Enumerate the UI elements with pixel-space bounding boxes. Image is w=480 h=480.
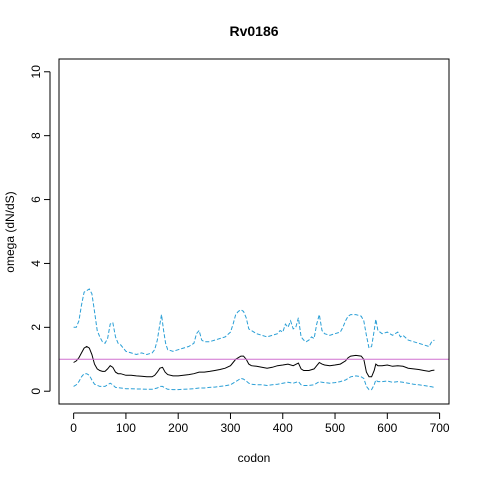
y-tick-label: 2 xyxy=(29,324,43,331)
chart-title: Rv0186 xyxy=(229,23,278,39)
x-tick-label: 300 xyxy=(220,421,240,435)
x-axis-label: codon xyxy=(238,451,271,465)
x-tick-label: 600 xyxy=(377,421,397,435)
plot-area xyxy=(59,288,449,391)
y-tick-label: 6 xyxy=(29,196,43,203)
y-tick-label: 8 xyxy=(29,132,43,139)
y-axis-label: omega (dN/dS) xyxy=(3,191,17,272)
plot-frame xyxy=(58,58,450,405)
y-tick-label: 4 xyxy=(29,260,43,267)
y-tick-label: 10 xyxy=(29,65,43,79)
x-tick-label: 0 xyxy=(70,421,77,435)
y-tick-label: 0 xyxy=(29,388,43,395)
x-tick-label: 500 xyxy=(325,421,345,435)
x-tick-label: 100 xyxy=(116,421,136,435)
series-line-estimate xyxy=(73,345,435,378)
x-tick-label: 700 xyxy=(430,421,450,435)
series-line-lower-bound xyxy=(73,373,435,391)
series-line-upper-bound xyxy=(73,288,435,356)
x-tick-label: 200 xyxy=(168,421,188,435)
x-tick-label: 400 xyxy=(273,421,293,435)
